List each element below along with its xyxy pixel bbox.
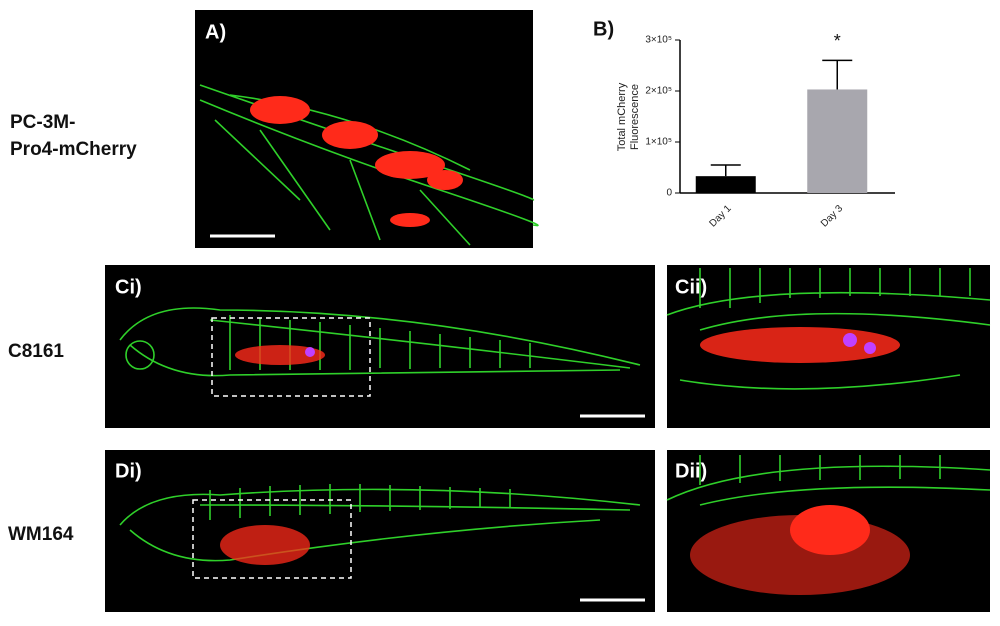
y-tick-label: 0 [666,188,672,199]
image-ci: Ci) [105,265,655,428]
y-tick-label: 2×10⁵ [645,86,672,97]
bar-chart: B) 0 1×10⁵ 2×10⁵ 3×10⁵ Total mCherry Fluoresc… [593,18,895,229]
y-axis-label: Fluorescence [629,84,641,150]
x-tick-label: Day 3 [819,203,846,230]
chart-title: B) [593,18,614,40]
row-label: PC-3M- [10,112,75,133]
bar [807,89,868,193]
y-tick-label: 1×10⁵ [645,137,672,148]
row-label: WM164 [8,524,74,545]
row-label: C8161 [8,341,64,362]
panel-label: Cii) [675,276,707,298]
x-tick-label: Day 1 [707,203,734,230]
image-a: A) [195,10,539,248]
y-axis-label: Total mCherry [616,82,628,151]
image-di: Di) [105,450,655,612]
y-tick-label: 3×10⁵ [645,35,672,46]
panel-label: A) [205,21,226,43]
image-cii: Cii) [666,265,991,428]
panel-label: Ci) [115,276,142,298]
bar [695,176,756,193]
image-dii: Dii) [666,450,991,612]
panel-label: Di) [115,460,142,482]
significance-mark: * [834,31,841,51]
panel-label: Dii) [675,460,707,482]
row-label: Pro4-mCherry [10,139,137,160]
